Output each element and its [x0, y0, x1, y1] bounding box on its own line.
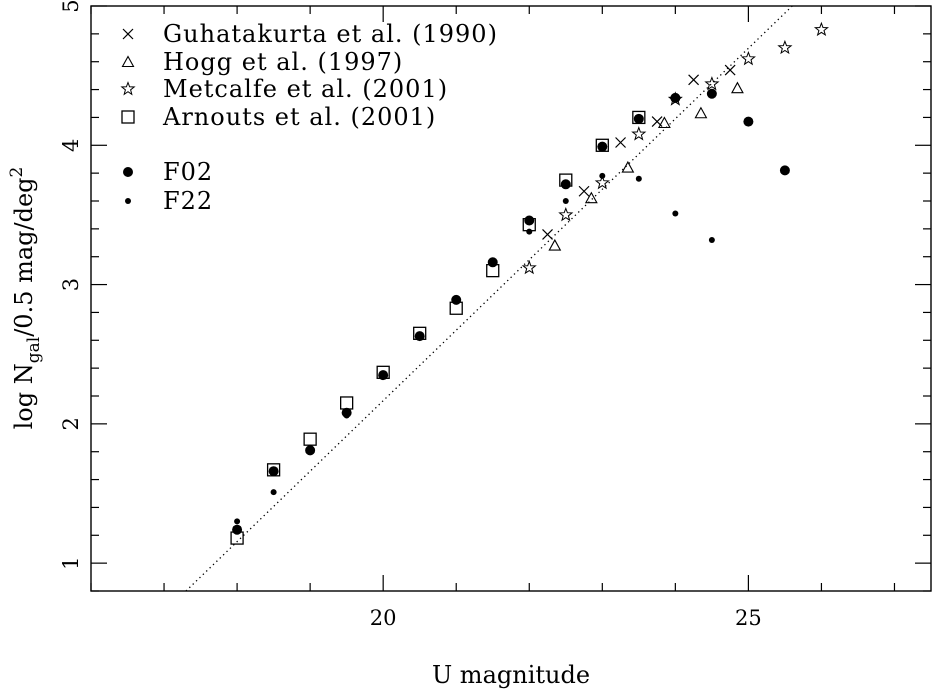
legend-marker-cross [122, 28, 134, 40]
legend-marker-square [121, 110, 135, 124]
data-point [594, 174, 610, 190]
legend: Guhatakurta et al. (1990) Hogg et al. (1… [120, 20, 498, 215]
data-point [558, 206, 574, 222]
data-point [615, 137, 626, 148]
data-point [621, 160, 635, 173]
data-points [230, 21, 829, 545]
data-point [232, 524, 243, 535]
data-point [526, 228, 533, 235]
data-point [560, 179, 571, 190]
x-tick-label: 20 [370, 606, 397, 630]
data-point [633, 113, 644, 124]
data-point [343, 412, 350, 419]
y-tick-label: 3 [59, 278, 83, 291]
data-point [657, 116, 671, 129]
y-axis-title-subscript: gal [24, 337, 44, 363]
data-point [380, 370, 387, 377]
series-triangle [548, 81, 744, 251]
data-point [234, 518, 241, 525]
data-point [542, 229, 553, 240]
small-dot-marker [125, 198, 131, 204]
legend-marker-triangle [121, 55, 135, 68]
legend-entry-arnouts: Arnouts et al. (2001) [121, 103, 436, 131]
data-point [307, 444, 314, 451]
y-tick-label: 4 [59, 139, 83, 152]
tick-labels: 20 25 1 2 3 4 5 [59, 0, 762, 630]
data-point [670, 92, 681, 103]
legend-entry-guhatakurta: Guhatakurta et al. (1990) [122, 20, 498, 48]
y-tick-label: 5 [59, 0, 83, 13]
y-axis-title-prefix: log N [10, 363, 38, 429]
data-point [584, 191, 598, 204]
data-point [453, 295, 460, 302]
series-cross [542, 64, 736, 240]
data-point [777, 39, 793, 55]
data-point [706, 88, 717, 99]
legend-label-metcalfe: Metcalfe et al. (2001) [163, 75, 448, 103]
legend-label-f02: F02 [163, 158, 213, 186]
data-point [562, 198, 569, 204]
data-point [340, 396, 354, 410]
data-point [599, 172, 606, 179]
x-tick-label: 25 [735, 606, 762, 630]
data-point [635, 175, 642, 182]
legend-entry-f02: F02 [123, 158, 213, 186]
y-axis-title: log Ngal/0.5 mag/deg2 [7, 167, 44, 430]
triangle-marker [121, 55, 135, 68]
data-point [548, 238, 562, 251]
series-filled-circle-small [234, 172, 715, 525]
data-point [731, 81, 744, 94]
data-point [303, 432, 317, 446]
series-square [230, 110, 646, 545]
legend-entry-hogg: Hogg et al. (1997) [121, 48, 403, 76]
data-point [813, 21, 829, 37]
y-axis-title-superscript: 2 [7, 167, 27, 178]
axis-ticks [90, 5, 931, 592]
data-point [694, 106, 708, 119]
data-point [631, 126, 647, 141]
legend-entry-metcalfe: Metcalfe et al. (2001) [120, 75, 448, 103]
data-point [521, 259, 537, 275]
legend-entry-f22: F22 [125, 187, 213, 215]
series-filled-circle-large [232, 88, 790, 535]
legend-marker-large-dot [123, 167, 133, 177]
data-point [524, 215, 535, 226]
cross-marker [122, 28, 134, 40]
large-dot-marker [123, 167, 133, 177]
data-point [578, 185, 590, 197]
y-tick-label: 2 [59, 417, 83, 430]
data-point [743, 116, 754, 127]
star-marker [120, 81, 136, 96]
x-axis-title: U magnitude [432, 661, 590, 689]
legend-label-f22: F22 [163, 187, 213, 215]
data-point [672, 210, 679, 217]
data-point [779, 165, 790, 176]
data-point [740, 50, 756, 66]
data-point [270, 489, 277, 496]
data-point [724, 64, 736, 76]
data-point [489, 259, 496, 266]
data-point [268, 466, 279, 477]
data-point [708, 237, 715, 243]
legend-label-arnouts: Arnouts et al. (2001) [162, 103, 436, 131]
data-point [688, 74, 700, 86]
data-point [416, 333, 423, 340]
legend-label-hogg: Hogg et al. (1997) [163, 48, 403, 76]
y-tick-label: 1 [59, 556, 83, 569]
data-point [704, 76, 720, 91]
plot-frame [90, 5, 932, 592]
square-marker [121, 110, 135, 124]
y-axis-title-middle: /0.5 mag/deg [10, 177, 38, 336]
legend-marker-small-dot [125, 198, 131, 204]
legend-marker-star [120, 81, 136, 96]
legend-label-guhatakurta: Guhatakurta et al. (1990) [163, 20, 498, 48]
data-point [597, 141, 608, 152]
series-star [521, 21, 829, 275]
